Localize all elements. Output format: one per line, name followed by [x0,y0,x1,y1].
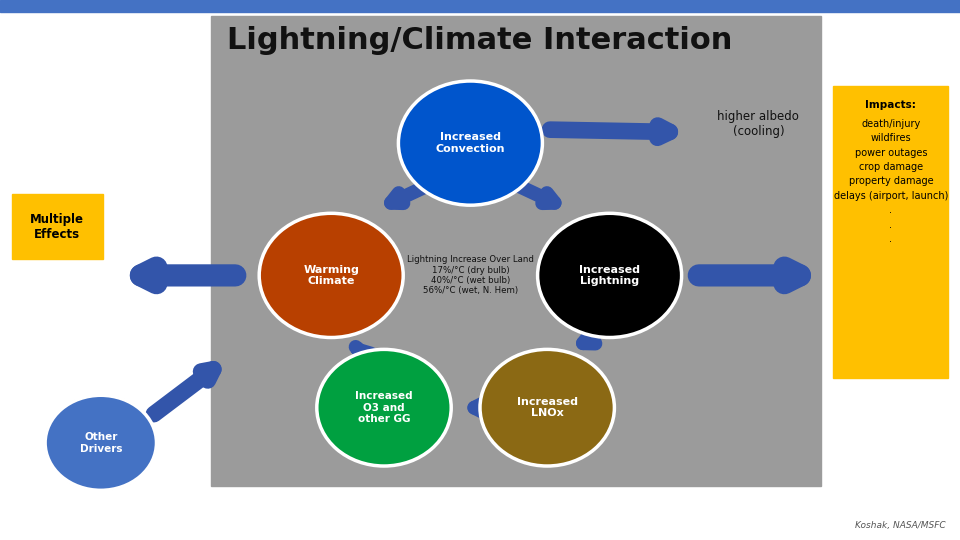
Text: Other
Drivers: Other Drivers [80,432,122,454]
Ellipse shape [480,349,614,466]
Ellipse shape [398,81,542,205]
Text: Multiple
Effects: Multiple Effects [30,213,84,241]
Bar [0,0,960,12]
Text: Lightning Increase Over Land
17%/°C (dry bulb)
40%/°C (wet bulb)
56%/°C (wet, N.: Lightning Increase Over Land 17%/°C (dry… [407,255,534,295]
FancyBboxPatch shape [833,86,948,378]
Text: Koshak, NASA/MSFC: Koshak, NASA/MSFC [855,521,946,530]
Text: Increased
LNOx: Increased LNOx [516,397,578,418]
Text: death/injury
wildfires
power outages
crop damage
property damage
delays (airport: death/injury wildfires power outages cro… [833,119,948,244]
Text: Increased
Lightning: Increased Lightning [579,265,640,286]
Text: Warming
Climate: Warming Climate [303,265,359,286]
Text: Impacts:: Impacts: [866,100,916,110]
Text: higher albedo
(cooling): higher albedo (cooling) [717,110,800,138]
Text: Increased
Convection: Increased Convection [436,132,505,154]
Ellipse shape [259,213,403,338]
Text: Lightning/Climate Interaction: Lightning/Climate Interaction [228,26,732,55]
Ellipse shape [317,349,451,466]
Ellipse shape [538,213,682,338]
Text: Increased
O3 and
other GG: Increased O3 and other GG [355,391,413,424]
FancyBboxPatch shape [12,194,103,259]
Bar [211,16,821,486]
Ellipse shape [45,395,156,490]
